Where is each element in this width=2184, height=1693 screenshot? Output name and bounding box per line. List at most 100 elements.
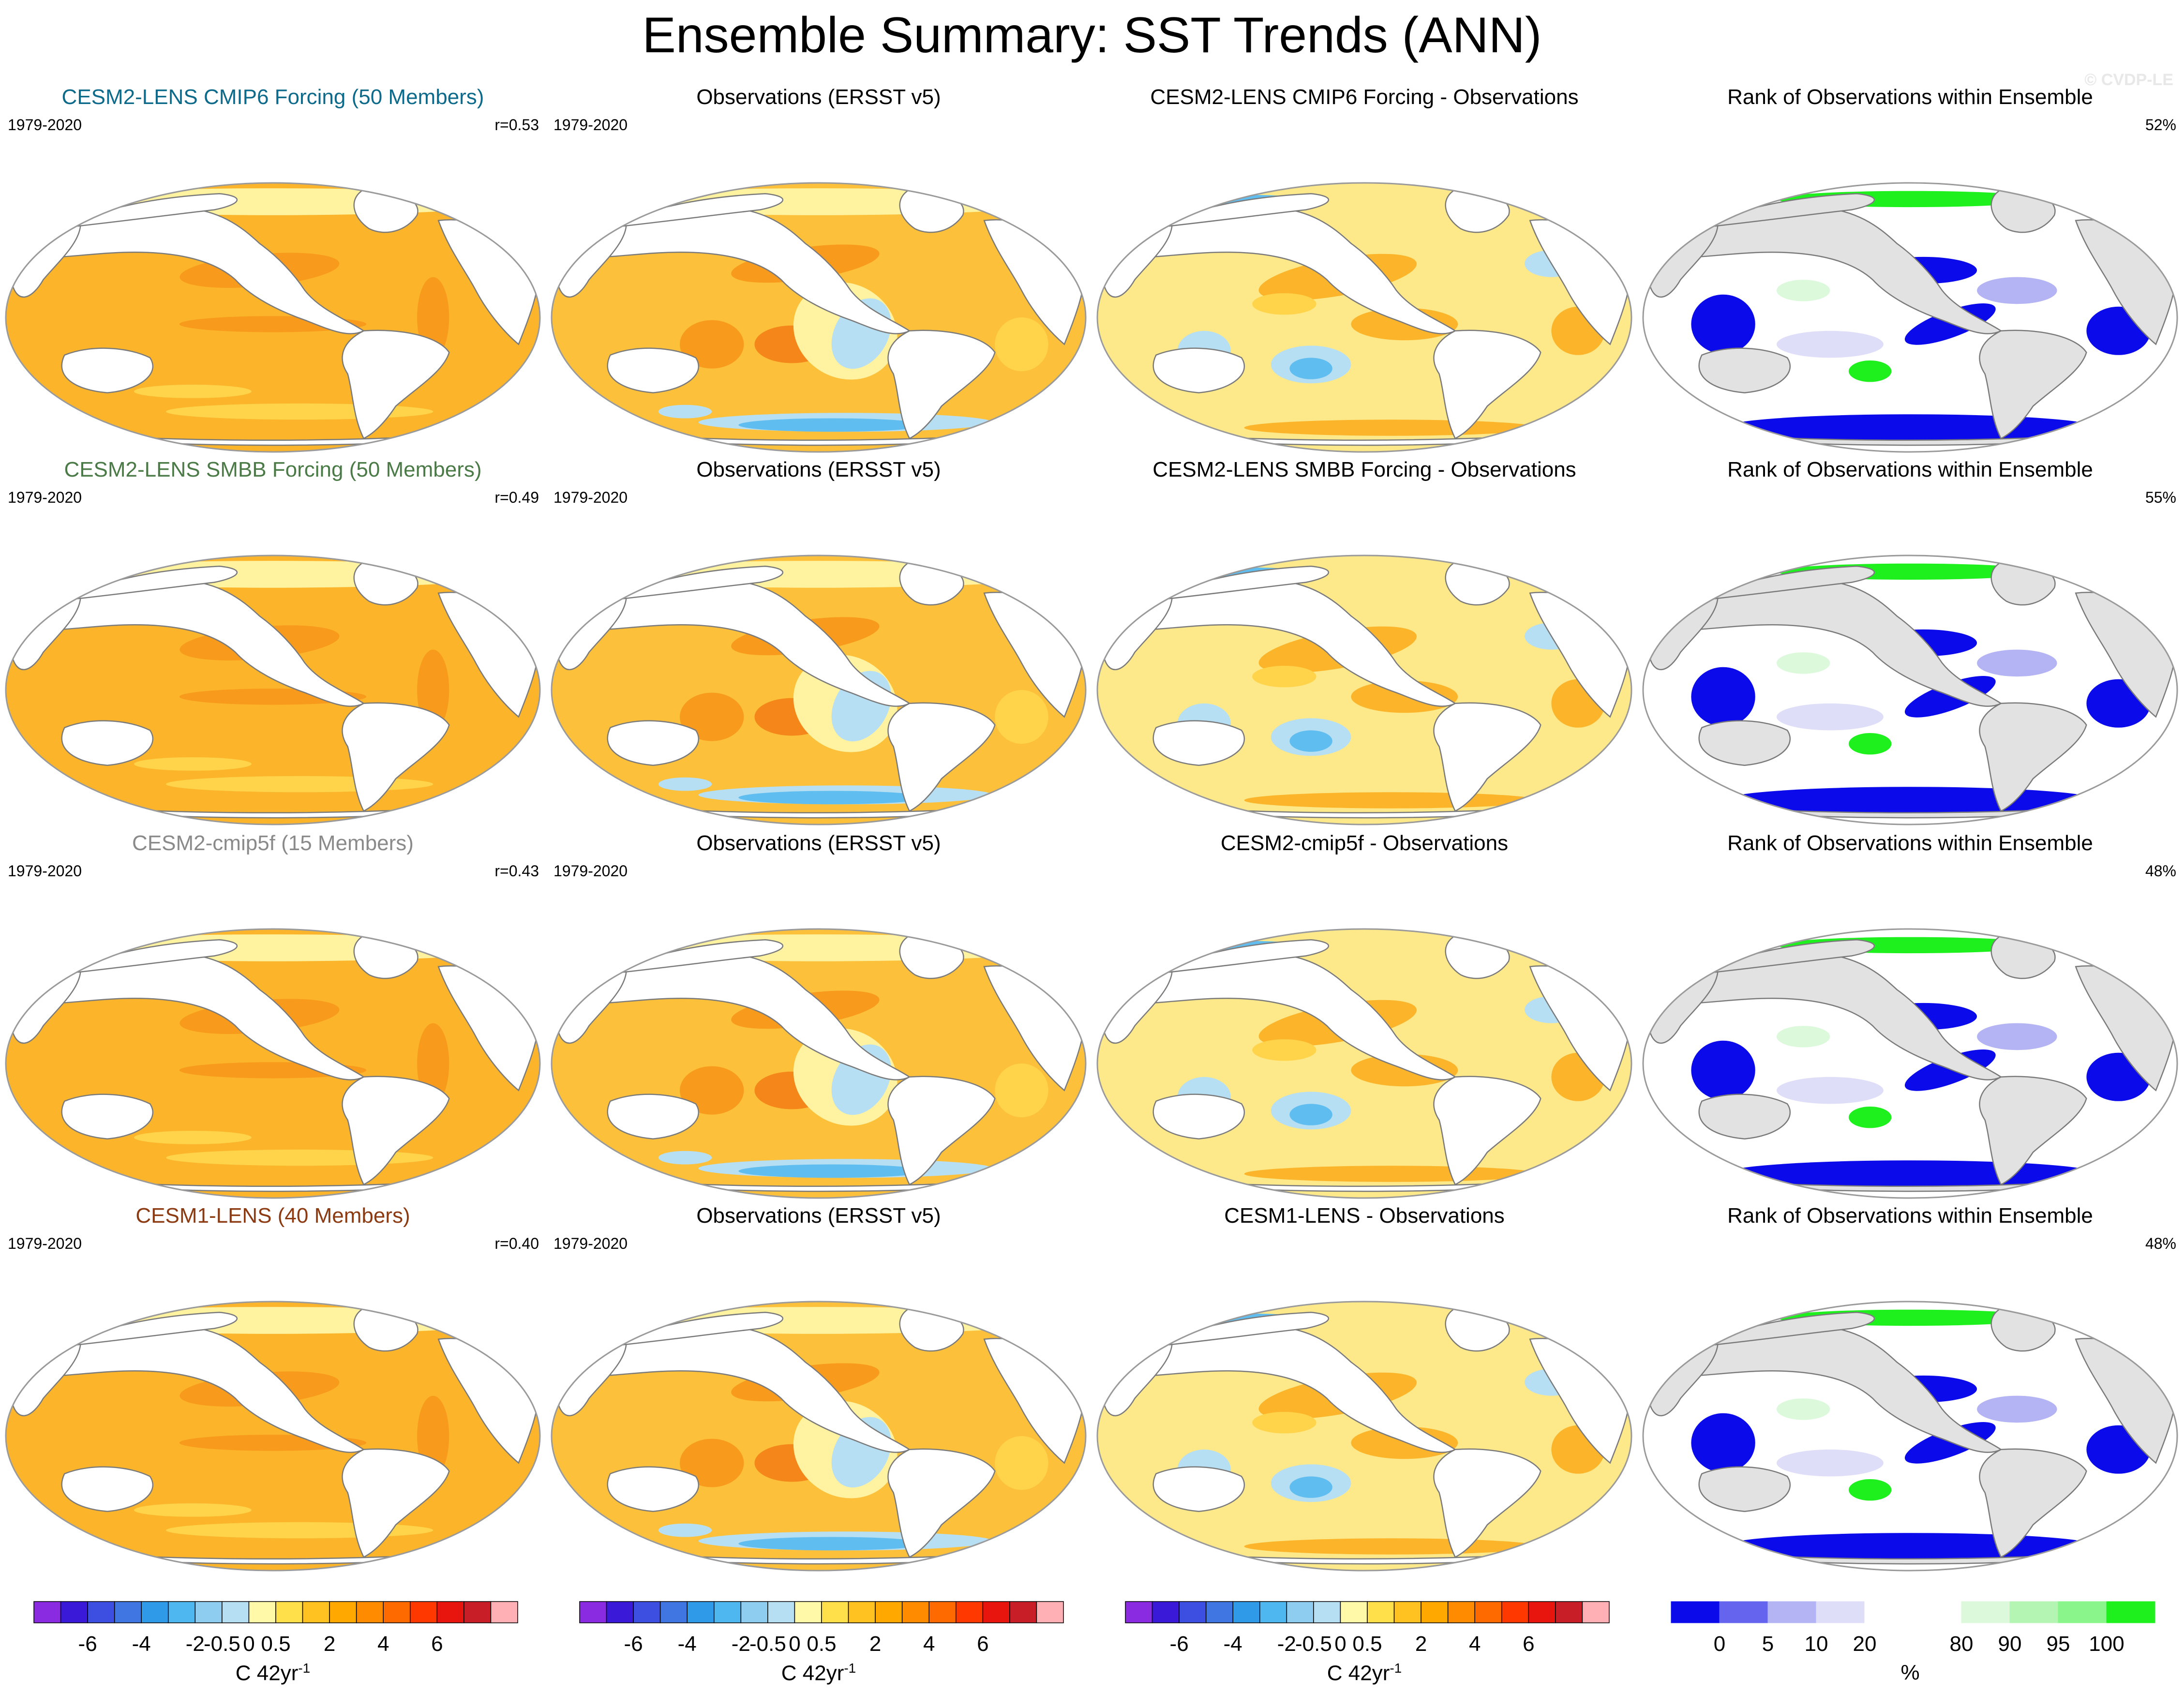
colorbar-tick-label: -6: [78, 1632, 97, 1656]
colorbar-tick-label: 0: [1334, 1632, 1346, 1656]
map-outline: [1096, 182, 1632, 453]
panel-rank-row-3: Rank of Observations within Ensemble 48%: [1637, 831, 2183, 1204]
colorbar-swatch: [1232, 1601, 1260, 1623]
colorbar-tick-label: 0: [789, 1632, 800, 1656]
land-asiaTip: [1145, 939, 1329, 975]
map-field: [1643, 183, 2177, 452]
land-australia: [1698, 720, 1791, 766]
diff-map: [1096, 928, 1632, 1199]
colorbar-tick-label: 4: [923, 1632, 935, 1656]
colorbar-tick-label: 4: [1469, 1632, 1481, 1656]
rank-panel-title: Rank of Observations within Ensemble: [1727, 1204, 2093, 1228]
colorbar-swatch: [633, 1601, 661, 1623]
land-southAmerica: [887, 702, 996, 812]
land-southAmerica: [887, 1076, 996, 1185]
model-panel-title: CESM2-cmip5f (15 Members): [132, 831, 414, 855]
colorbar-swatch: [1913, 1601, 1962, 1623]
panel-model-row-3: CESM2-cmip5f (15 Members) 1979-2020 r=0.43: [0, 831, 546, 1204]
colorbar-swatch: [436, 1601, 464, 1623]
panel-diff-row-4: CESM1-LENS - Observations: [1092, 1204, 1637, 1576]
map-outline: [5, 182, 541, 453]
land-asiaTip: [1690, 193, 1875, 229]
map-field: [1097, 555, 1631, 824]
land-southAmerica: [1433, 702, 1541, 812]
obs-panel-title: Observations (ERSST v5): [696, 831, 941, 855]
colorbar-swatch: [1125, 1601, 1153, 1623]
map-field: [1643, 555, 2177, 824]
panel-rank-row-1: Rank of Observations within Ensemble 52%: [1637, 85, 2183, 458]
rank-colorbar-svg: 0 5 10 20 80 90 95 100: [1671, 1601, 2155, 1656]
map-field: [552, 929, 1086, 1198]
colorbar-tick-label: 6: [431, 1632, 443, 1656]
model-map: [5, 1301, 541, 1572]
land-southAmerica: [342, 1076, 450, 1185]
land-asiaTip: [1145, 565, 1329, 602]
land-asiaTip: [599, 565, 783, 602]
colorbar-swatch: [410, 1601, 438, 1623]
colorbar-swatch: [767, 1601, 795, 1623]
colorbar-swatch: [1961, 1601, 2010, 1623]
colorbar-tick-label: 95: [2047, 1632, 2070, 1656]
colorbar-tick-label: -0.5: [749, 1632, 786, 1656]
colorbar-swatch: [33, 1601, 61, 1623]
colorbar-swatch: [1205, 1601, 1233, 1623]
colorbar-tick-label: -2: [1277, 1632, 1296, 1656]
colorbar-swatch: [1501, 1601, 1529, 1623]
map-outline: [1642, 554, 2178, 825]
map-outline: [551, 928, 1087, 1199]
map-outline: [551, 182, 1087, 453]
colorbar-tick-label: -4: [678, 1632, 697, 1656]
land-southAmerica: [1979, 702, 2087, 812]
colorbar-tick-label: 0.5: [807, 1632, 836, 1656]
colorbar-tick-label: -2: [732, 1632, 750, 1656]
colorbar-swatch: [659, 1601, 688, 1623]
land-australia: [61, 720, 154, 766]
land-australia: [61, 1094, 154, 1139]
map-outline: [551, 554, 1087, 825]
land-southAmerica: [1979, 1448, 2087, 1558]
land-australia: [1152, 1094, 1245, 1139]
obs-panel-title: Observations (ERSST v5): [696, 85, 941, 109]
colorbar-tick-label: 2: [869, 1632, 881, 1656]
colorbar-tick-label: 0: [243, 1632, 254, 1656]
obs-map: [551, 182, 1087, 453]
map-outline: [551, 1301, 1087, 1572]
panel-model-row-2: CESM2-LENS SMBB Forcing (50 Members) 1979…: [0, 458, 546, 830]
rank-map: [1642, 928, 2178, 1199]
colorbar-unit: C 42yr-1: [781, 1661, 856, 1685]
colorbar-swatch: [302, 1601, 330, 1623]
colorbar-swatch: [901, 1601, 929, 1623]
map-field: [6, 929, 540, 1198]
map-field: [552, 555, 1086, 824]
colorbar-tick-label: 5: [1762, 1632, 1774, 1656]
map-field: [1097, 929, 1631, 1198]
colorbar-swatch: [1474, 1601, 1502, 1623]
colorbar-swatch: [329, 1601, 357, 1623]
colorbar-swatch: [821, 1601, 849, 1623]
colorbar-tick-label: -6: [1170, 1632, 1189, 1656]
map-outline: [1096, 1301, 1632, 1572]
colorbar-swatch: [740, 1601, 768, 1623]
panel-obs-row-3: Observations (ERSST v5) 1979-2020: [546, 831, 1092, 1204]
colorbar-swatch: [356, 1601, 384, 1623]
panel-rank-row-4: Rank of Observations within Ensemble 48%: [1637, 1204, 2183, 1576]
diff-panel-title: CESM2-LENS SMBB Forcing - Observations: [1152, 458, 1576, 481]
trend-colorbar-3: -6 -4 -2 -0.5 0 0.5 2 4 6 C 42yr-1: [1092, 1597, 1637, 1689]
land-southAmerica: [342, 1448, 450, 1558]
colorbar-swatch: [194, 1601, 223, 1623]
correlation-value: r=0.53: [494, 116, 539, 134]
colorbar-tick-label: 100: [2089, 1632, 2124, 1656]
colorbar-swatch: [464, 1601, 492, 1623]
obs-map: [551, 554, 1087, 825]
land-australia: [1152, 347, 1245, 393]
map-outline: [1096, 554, 1632, 825]
land-southAmerica: [342, 702, 450, 812]
obs-panel-title: Observations (ERSST v5): [696, 1204, 941, 1228]
map-outline: [1096, 928, 1632, 1199]
model-panel-title: CESM2-LENS SMBB Forcing (50 Members): [64, 458, 482, 481]
diff-map: [1096, 554, 1632, 825]
map-field: [1097, 183, 1631, 452]
map-field: [552, 183, 1086, 452]
colorbar-swatch: [1528, 1601, 1556, 1623]
colorbar-swatch: [1313, 1601, 1341, 1623]
